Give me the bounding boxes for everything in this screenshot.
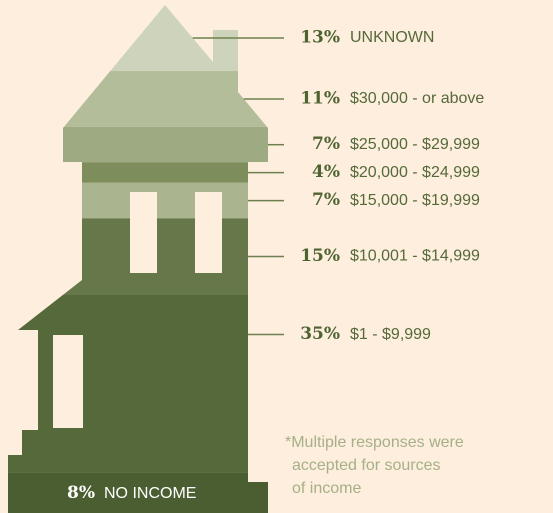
note: of income [292, 480, 361, 497]
value-label: 15% [300, 246, 340, 266]
category-label: $25,000 - $29,999 [350, 136, 480, 153]
category-label: $20,000 - $24,999 [350, 164, 480, 181]
value-label: 8% [67, 483, 95, 503]
note: accepted for sources [292, 457, 441, 474]
window [130, 192, 157, 273]
door [53, 335, 83, 428]
value-label: 35% [300, 324, 340, 344]
window [195, 192, 222, 273]
band [8, 472, 268, 513]
category-label: $30,000 - or above [350, 90, 484, 107]
category-label: NO INCOME [104, 485, 196, 502]
band [8, 126, 268, 163]
value-label: 4% [312, 162, 340, 182]
value-label: 7% [312, 134, 340, 154]
value-label: 11% [300, 88, 340, 108]
category-label: $15,000 - $19,999 [350, 192, 480, 209]
category-label: $1 - $9,999 [350, 326, 431, 343]
category-label: $10,001 - $14,999 [350, 248, 480, 265]
band [8, 294, 268, 473]
note: *Multiple responses were [285, 434, 464, 451]
value-label: 7% [312, 190, 340, 210]
category-label: UNKNOWN [350, 29, 434, 46]
value-label: 13% [300, 28, 340, 48]
